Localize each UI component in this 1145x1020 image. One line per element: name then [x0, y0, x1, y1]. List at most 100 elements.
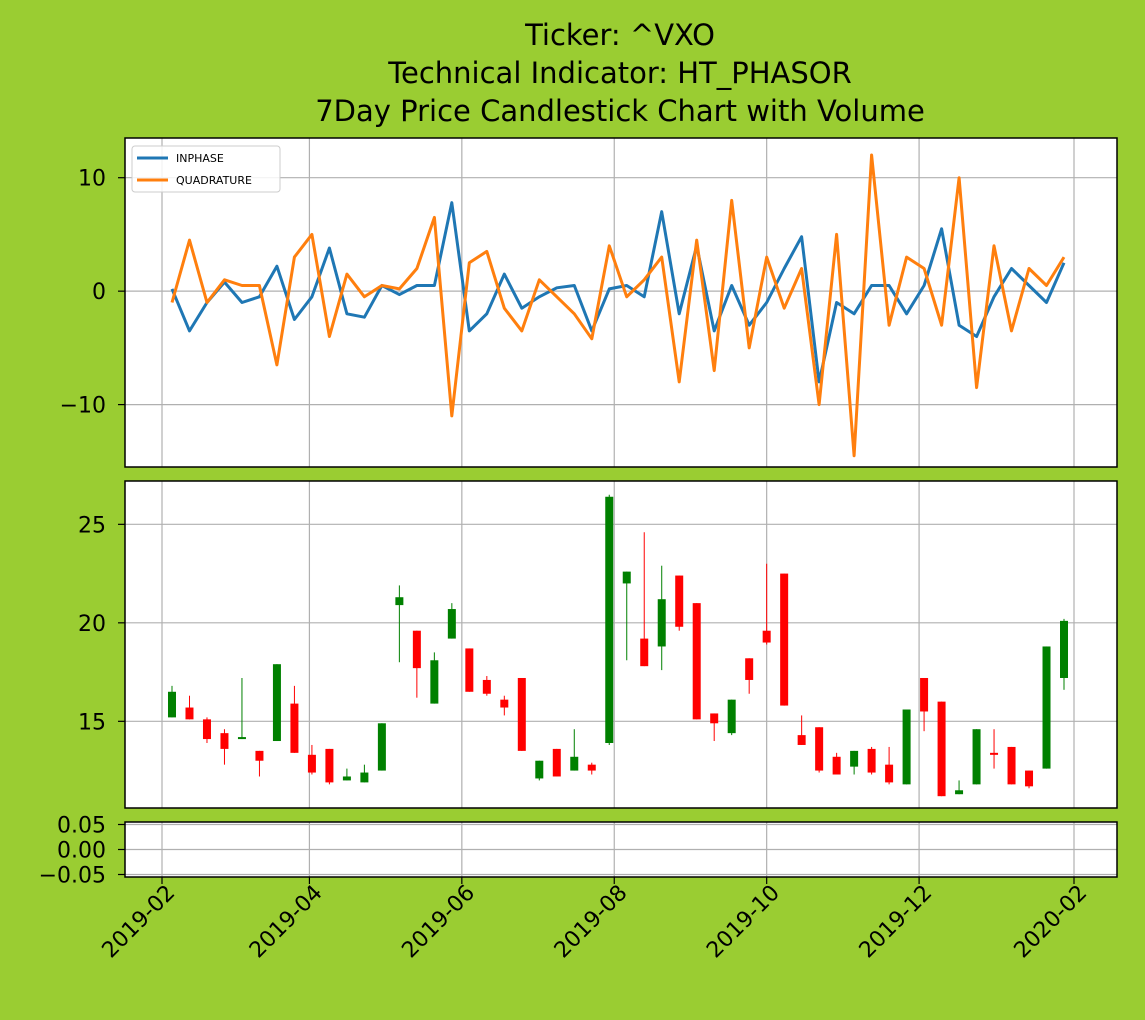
candle-body [255, 750, 264, 761]
indicator-y-tick-label: 0 [92, 280, 106, 305]
candle-body [692, 603, 701, 720]
price-y-ticks: 25 20 15 [78, 513, 125, 735]
legend: INPHASE QUADRATURE [131, 145, 281, 193]
volume-y-tick-label: 0.00 [57, 839, 106, 864]
candle-body [1042, 646, 1051, 769]
candle-body [902, 709, 911, 785]
candle-body [342, 776, 351, 781]
candle-body [762, 630, 771, 643]
candle-body [657, 599, 666, 647]
candle-body [815, 727, 824, 771]
candle [237, 677, 246, 740]
candle-body [990, 752, 999, 755]
indicator-y-tick-label: −10 [60, 394, 106, 419]
candle-body [535, 760, 544, 779]
candle [552, 748, 561, 777]
candle [622, 571, 631, 661]
candle-body [570, 756, 579, 771]
price-panel: 25 20 15 [78, 480, 1118, 809]
candle [500, 695, 509, 716]
candle [395, 585, 404, 663]
series-line-inphase [170, 201, 1066, 384]
candle-body [517, 677, 526, 751]
price-grid [125, 481, 1117, 808]
candle-body [430, 660, 439, 704]
volume-grid [125, 822, 1117, 877]
candle-body [797, 735, 806, 745]
candle [710, 713, 719, 742]
candle-body [465, 648, 474, 692]
volume-panel: 0.050.00−0.05 [39, 814, 1118, 889]
volume-y-tick-label: 0.05 [57, 814, 106, 839]
candle [902, 709, 911, 785]
candle-body [1060, 620, 1069, 678]
indicator-lines [170, 153, 1066, 458]
candle [797, 715, 806, 745]
candle-body [780, 573, 789, 706]
candle-body [1025, 770, 1034, 787]
candle-body [412, 630, 421, 669]
candle [692, 603, 701, 720]
candle [377, 723, 386, 771]
candle-body [552, 748, 561, 777]
candle-body [850, 750, 859, 767]
candle [167, 685, 176, 718]
candle [342, 768, 351, 781]
candle-body [272, 664, 281, 742]
candle [255, 750, 264, 777]
candle-body [482, 679, 491, 694]
candle [867, 746, 876, 775]
candle [972, 729, 981, 785]
candle-body [937, 701, 946, 797]
candle [1007, 746, 1016, 785]
indicator-y-ticks: 10 0 −10 [60, 167, 125, 419]
candle-body [867, 748, 876, 773]
candle [605, 494, 614, 745]
candle [360, 764, 369, 783]
price-plot-area [125, 481, 1117, 808]
candle [815, 727, 824, 773]
candle-body [832, 756, 841, 775]
candle [482, 676, 491, 696]
candle-body [622, 571, 631, 584]
indicator-frame [124, 137, 1118, 468]
candle [535, 760, 544, 781]
candle-body [972, 729, 981, 785]
candle [657, 565, 666, 671]
candle [990, 729, 999, 769]
candle-body [640, 638, 649, 667]
candle [447, 603, 456, 639]
legend-box [131, 145, 281, 193]
volume-y-tick-label: −0.05 [39, 864, 106, 889]
candle [727, 699, 736, 736]
candle-body [185, 707, 194, 720]
candle-body [447, 609, 456, 639]
candle-body [500, 699, 509, 708]
candle-body [325, 748, 334, 783]
candle-body [675, 575, 684, 627]
candle-body [727, 699, 736, 734]
candle-body [307, 754, 316, 773]
price-y-tick-label: 20 [78, 612, 106, 637]
title-line-2: Technical Indicator: HT_PHASOR [387, 56, 852, 90]
candle [185, 695, 194, 720]
candle [832, 752, 841, 775]
candle [762, 563, 771, 645]
price-y-tick-label: 25 [78, 513, 106, 538]
candle [920, 677, 929, 732]
candle-body [1007, 746, 1016, 785]
candle-body [360, 772, 369, 783]
series-line-quadrature [170, 153, 1066, 458]
candle-body [220, 733, 229, 749]
indicator-panel: 10 0 −10 INPHASE QUADRATURE [60, 137, 1118, 468]
price-y-tick-label: 15 [78, 710, 106, 735]
legend-label-quadrature: QUADRATURE [176, 174, 252, 187]
candle [745, 658, 754, 694]
candle-body [587, 764, 596, 771]
candle [640, 532, 649, 667]
candle-body [710, 713, 719, 724]
candle [675, 575, 684, 631]
candle-body [955, 790, 964, 795]
title-line-3: 7Day Price Candlestick Chart with Volume [315, 94, 925, 128]
